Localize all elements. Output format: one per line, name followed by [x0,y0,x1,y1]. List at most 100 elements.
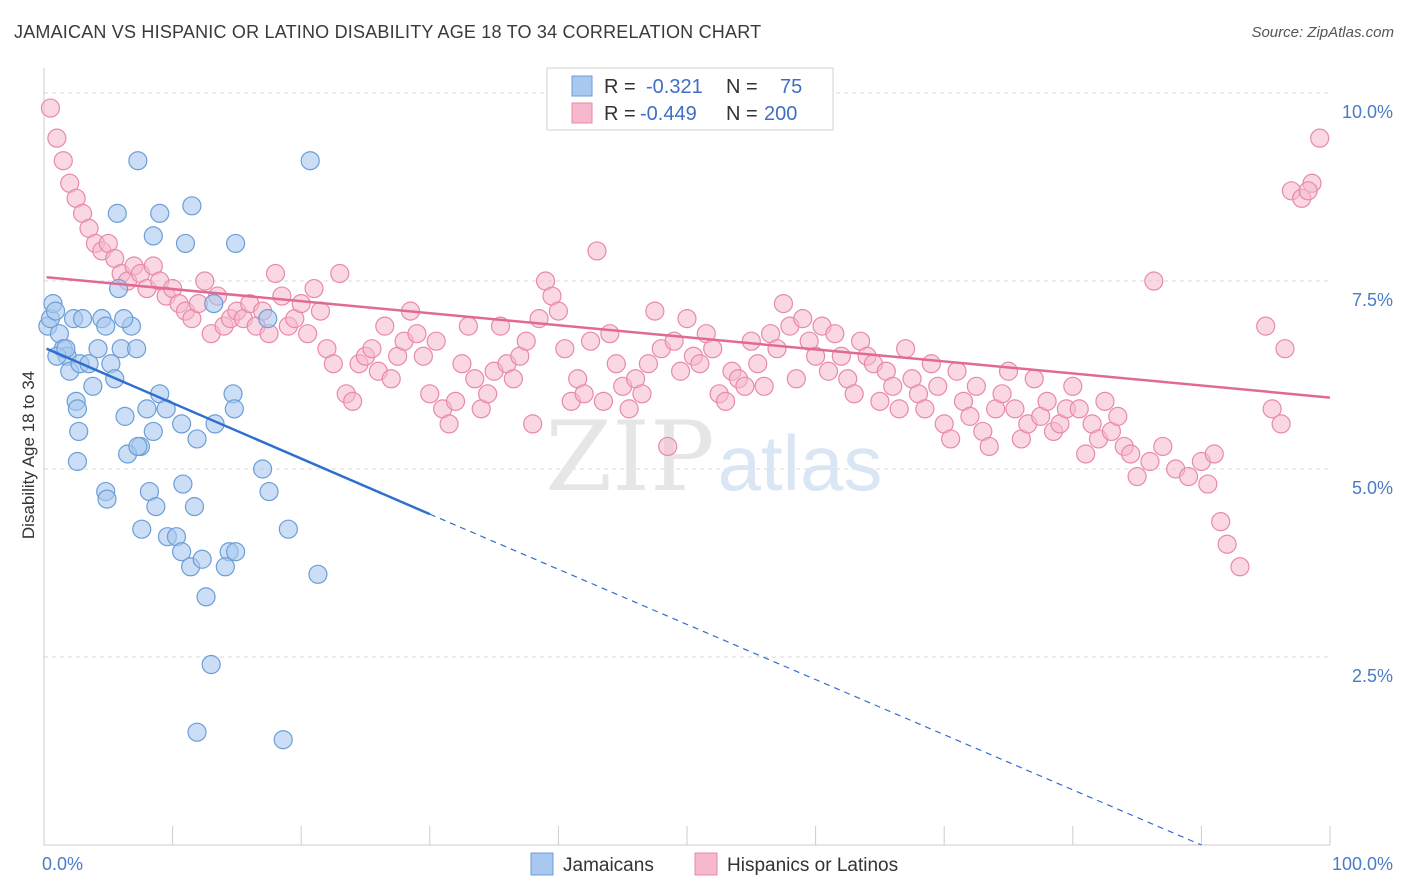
hispanic-point [304,278,324,299]
hispanic-point [638,354,659,374]
jamaican-point [72,309,93,329]
jamaican-point [137,399,157,419]
hispanic-point [1108,406,1128,426]
hispanic-point [1005,399,1025,419]
legend: R = -0.321 N = 75 R = -0.449 N = 200 [546,67,834,131]
hispanic-point [1063,376,1083,396]
legend-n-label-2: N = [726,103,758,125]
hispanic-point [844,384,864,404]
hispanic-point [941,429,961,449]
hispanic-point [1144,271,1164,291]
jamaican-point [67,451,88,472]
jamaican-trend-line [46,347,431,516]
hispanic-point [362,339,382,359]
hispanic-point [1271,414,1291,434]
hispanic-point [715,391,736,411]
chart-title: JAMAICAN VS HISPANIC OR LATINO DISABILIT… [14,22,762,42]
jamaican-point [150,203,170,223]
legend-swatch-pink [571,102,593,124]
hispanic-point [47,128,67,148]
y-tick-label: 7.5% [1352,290,1393,310]
hispanic-point [1198,474,1218,494]
hispanic-point [805,346,826,366]
jamaican-point [128,436,148,457]
hispanic-point [1153,436,1173,457]
legend-r-value-2: -0.449 [640,103,697,125]
jamaican-point [253,459,273,479]
jamaican-point [69,421,89,442]
series-label-hispanics: Hispanics or Latinos [727,855,898,876]
hispanic-point [889,399,909,419]
hispanic-point [1178,466,1199,487]
hispanic-point [1121,444,1141,464]
jamaican-point [308,564,328,584]
hispanic-point [375,316,395,336]
hispanic-point [452,354,472,374]
hispanic-point [1037,391,1057,411]
x-tick-label: 100.0% [1332,854,1393,874]
y-axis-label: Disability Age 18 to 34 [19,371,38,539]
hispanic-point [818,361,839,381]
hispanic-points [40,98,1330,577]
legend-n-value-2: 200 [764,103,797,125]
legend-r-label-2: R = [604,103,636,125]
jamaican-point [114,309,134,329]
hispanic-point [928,376,948,396]
hispanic-point [735,376,755,396]
legend-n-value-1: 75 [780,76,802,98]
legend-r-value-1: -0.321 [646,76,703,98]
hispanic-point [580,331,601,351]
hispanic-point [773,293,794,314]
jamaican-points [38,151,328,750]
jamaican-point [173,474,193,494]
jamaican-trend-extension [429,513,1202,846]
hispanic-point [921,354,941,374]
hispanic-point [574,384,594,404]
jamaican-point [146,497,166,517]
jamaican-point [204,293,224,314]
hispanic-point [1127,466,1147,487]
hispanic-point [1076,444,1096,464]
hispanic-point [658,436,678,457]
hispanic-point [741,331,761,351]
hispanic-point [786,369,806,389]
hispanic-point [1262,399,1282,419]
jamaican-point [182,196,202,216]
hispanic-point [587,241,607,261]
jamaican-point [143,421,163,442]
hispanic-point [195,271,215,291]
jamaican-point [96,316,116,336]
hispanic-point [272,286,292,306]
jamaican-point [97,489,117,509]
series-swatch-hispanics [694,852,718,876]
jamaican-point [187,722,207,742]
hispanic-point [503,369,523,389]
hispanic-point [516,331,536,351]
hispanic-point [291,293,311,314]
hispanic-point [600,324,620,344]
hispanic-point [677,309,697,329]
hispanic-point [1140,451,1160,472]
jamaican-point [187,429,207,449]
jamaican-point [259,481,279,502]
jamaican-point [172,542,192,562]
hispanic-point [1024,369,1044,389]
hispanic-point [343,391,363,411]
hispanic-point [330,263,350,284]
hispanic-point [1217,534,1237,554]
jamaican-point [128,151,148,171]
hispanic-point [1275,339,1295,359]
jamaican-point [45,301,66,321]
hispanic-point [439,414,459,434]
hispanic-point [606,354,626,374]
legend-swatch-blue [571,75,593,97]
jamaican-point [126,339,147,359]
hispanic-point [555,339,575,359]
jamaican-point [132,519,152,539]
jamaican-point [184,497,205,517]
jamaican-point [107,203,127,223]
hispanic-point [413,346,433,366]
hispanic-point [298,324,318,344]
hispanic-point [748,354,768,374]
